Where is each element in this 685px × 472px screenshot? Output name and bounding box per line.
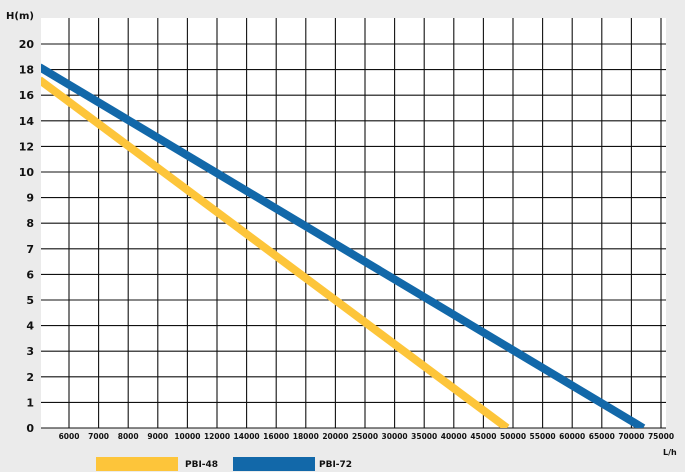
series-layer [41, 63, 646, 428]
legend-swatch-pbi-48 [96, 457, 178, 471]
x-tick-label: 7000 [88, 432, 109, 441]
x-tick-label: 18000 [293, 432, 319, 441]
x-tick-label: 70000 [618, 432, 644, 441]
y-tick-label: 7 [26, 243, 34, 256]
y-tick-label: 4 [26, 320, 34, 333]
y-tick-label: 16 [19, 89, 35, 102]
y-tick-label: 8 [26, 217, 34, 230]
x-tick-label: 40000 [441, 432, 467, 441]
x-tick-label: 16000 [263, 432, 289, 441]
grid [41, 18, 666, 429]
series-line-pbi-72 [41, 63, 646, 428]
y-tick-label: 18 [19, 64, 34, 77]
y-tick-label: 3 [26, 345, 34, 358]
x-tick-label: 75000 [648, 432, 674, 441]
y-axis-title: H(m) [6, 11, 34, 22]
y-tick-label: 0 [26, 422, 34, 435]
x-tick-label: 12000 [204, 432, 230, 441]
x-tick-label: 9000 [147, 432, 168, 441]
x-tick-label: 60000 [559, 432, 585, 441]
x-tick-label: 14000 [234, 432, 260, 441]
legend: PBI-48 PBI-72 [96, 457, 352, 471]
x-tick-label: 25000 [352, 432, 378, 441]
x-tick-label: 50000 [500, 432, 526, 441]
x-tick-label: 45000 [470, 432, 496, 441]
y-tick-label: 6 [26, 268, 34, 281]
x-axis-unit: L/h [663, 448, 677, 457]
legend-swatch-pbi-72 [233, 457, 315, 471]
y-tick-label: 14 [19, 115, 35, 128]
x-tick-label: 65000 [589, 432, 615, 441]
legend-label-pbi-48: PBI-48 [185, 460, 218, 470]
x-tick-label: 55000 [530, 432, 556, 441]
series-line-pbi-48 [41, 76, 510, 428]
x-tick-label: 6000 [59, 432, 80, 441]
x-tick-labels: 6000 7000 8000 9000 10000 12000 14000 16000 1800… [59, 432, 674, 441]
y-tick-label: 12 [19, 140, 34, 153]
y-tick-label: 10 [19, 166, 35, 179]
legend-label-pbi-72: PBI-72 [319, 460, 352, 470]
y-tick-label: 9 [26, 192, 34, 205]
x-tick-label: 10000 [174, 432, 200, 441]
x-tick-label: 30000 [382, 432, 408, 441]
y-tick-label: 2 [26, 371, 34, 384]
y-tick-label: 5 [26, 294, 34, 307]
x-tick-label: 35000 [411, 432, 437, 441]
x-tick-label: 8000 [118, 432, 139, 441]
x-tick-label: 20000 [322, 432, 348, 441]
y-tick-label: 20 [19, 38, 35, 51]
y-tick-label: 1 [26, 396, 34, 409]
